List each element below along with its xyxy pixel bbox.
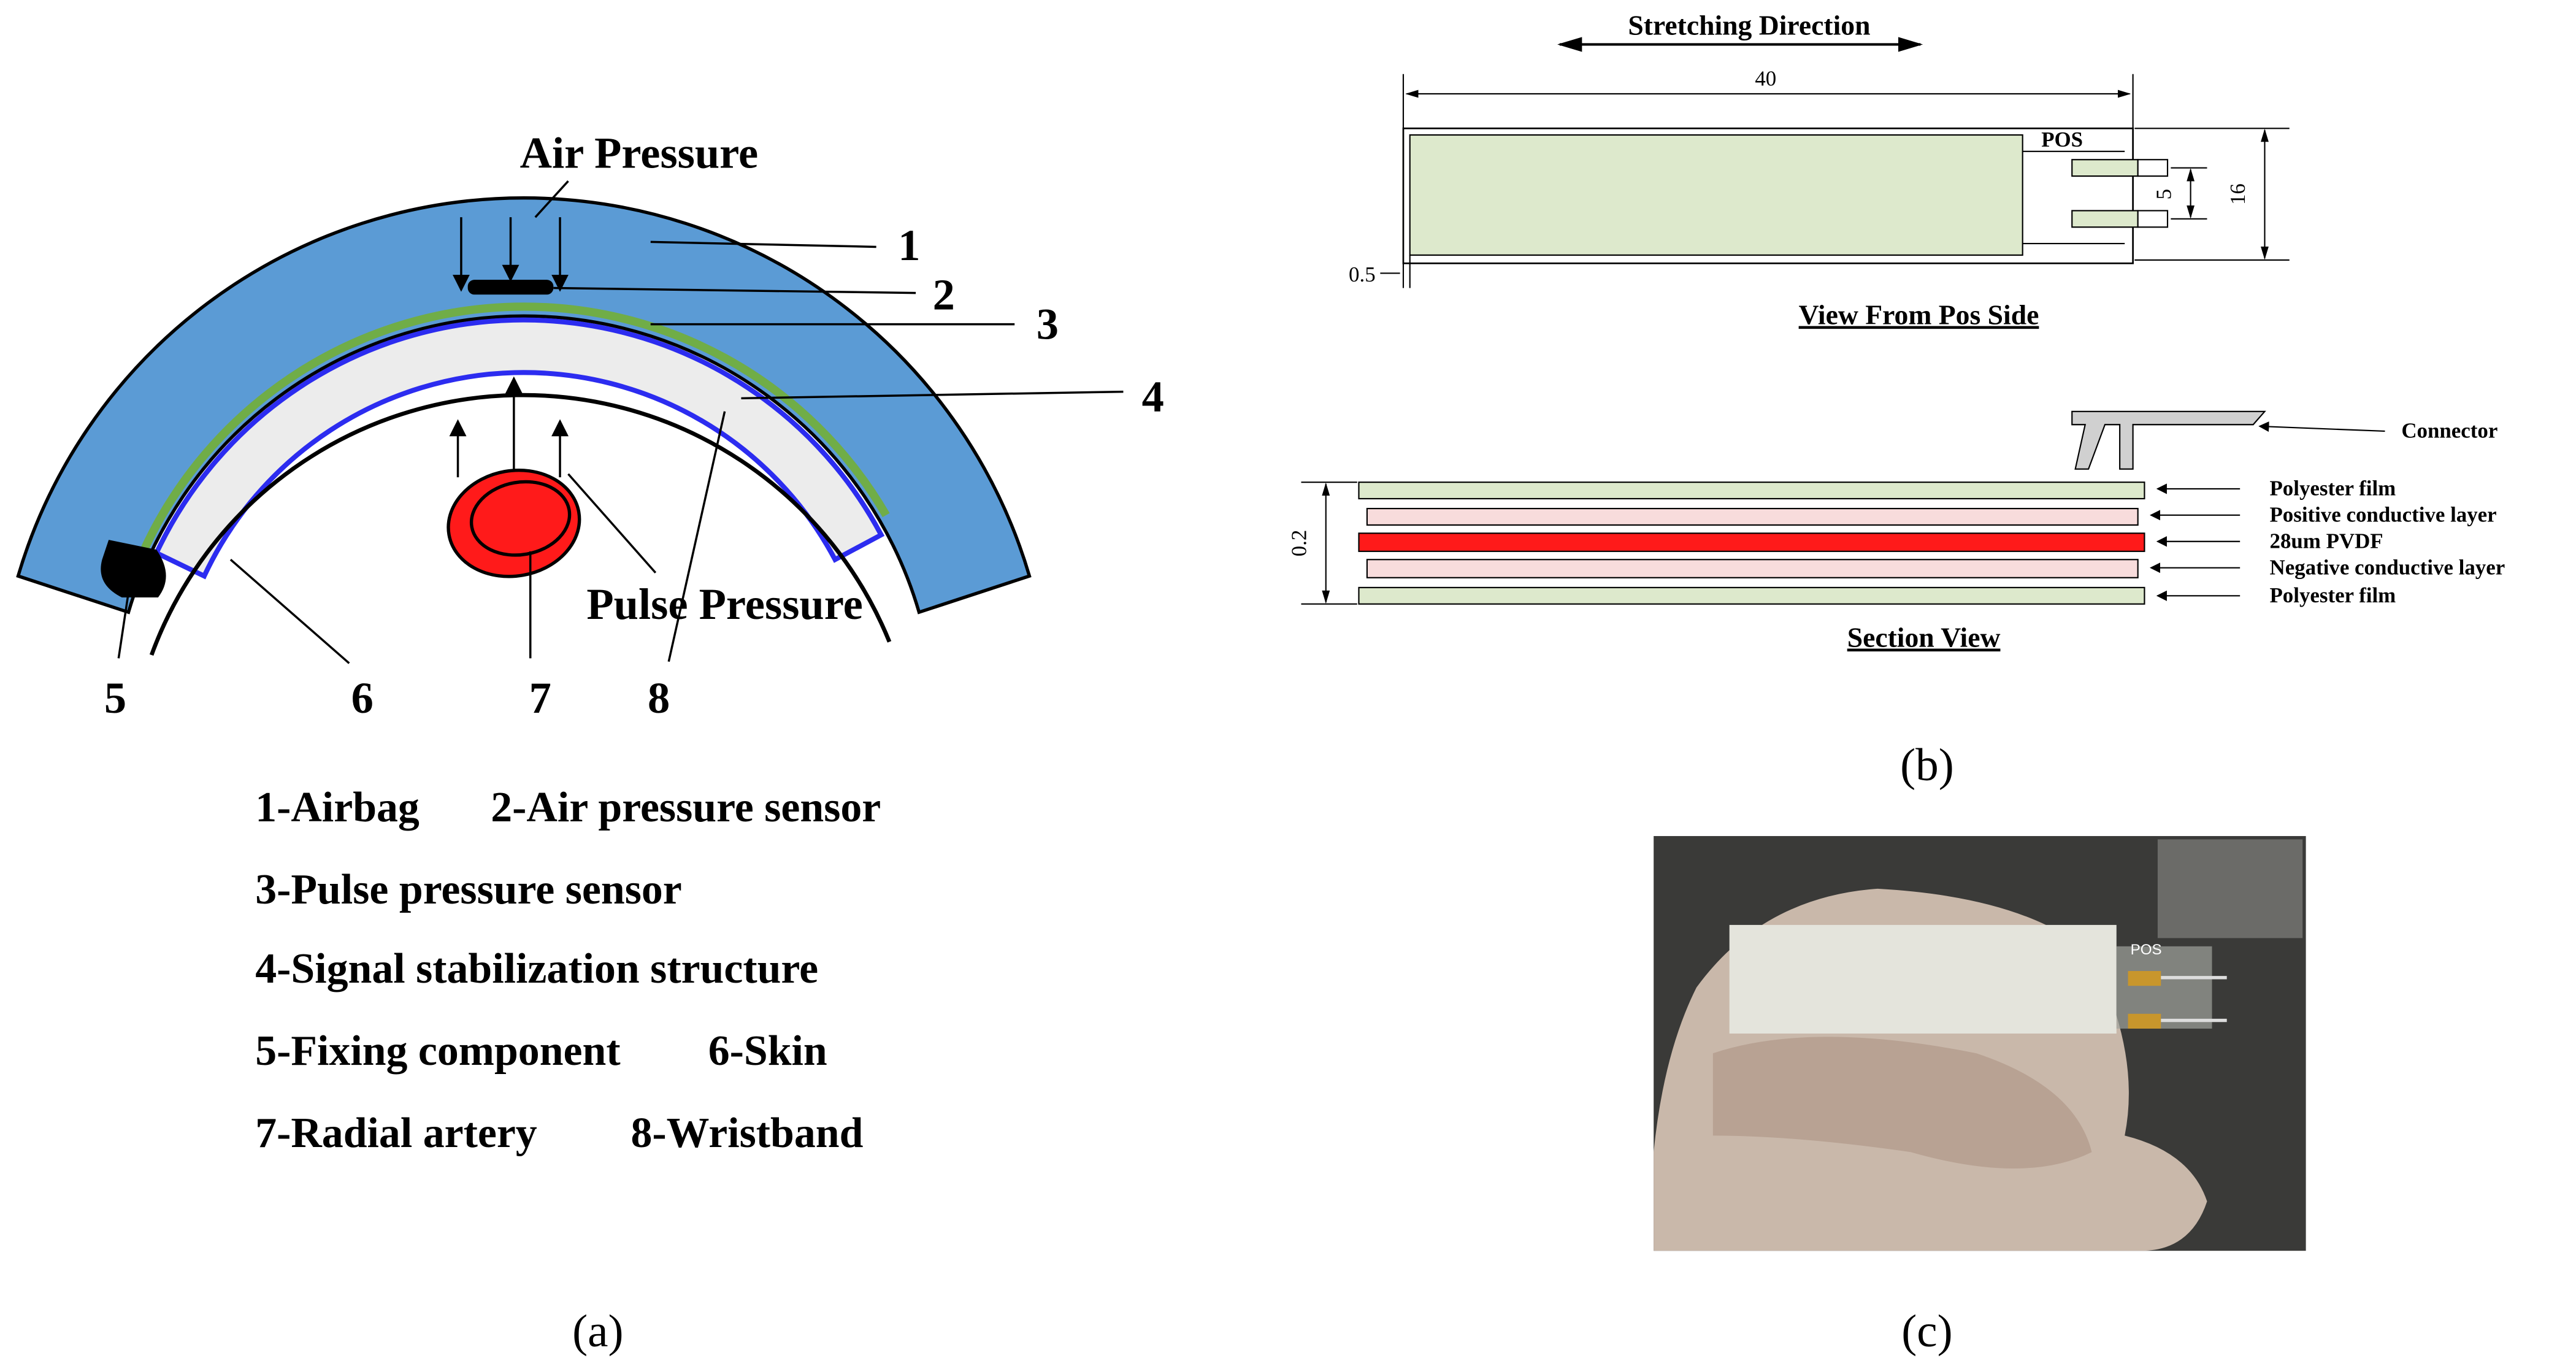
marker: 4 (1142, 372, 1164, 421)
marker: 3 (1037, 299, 1059, 349)
layer-label: Polyester film (2270, 583, 2396, 607)
view-title: View From Pos Side (1799, 299, 2039, 331)
leader (667, 411, 726, 662)
caption: (b) (1900, 740, 1954, 791)
layer-label: Polyester film (2270, 477, 2396, 501)
connector (2071, 410, 2266, 470)
leader (117, 592, 130, 659)
legend-item: 2-Air pressure sensor (491, 784, 881, 831)
layer (1366, 508, 2139, 526)
dimension: 0.5 (1349, 263, 1376, 286)
fixing-component (101, 540, 166, 597)
layer (1358, 532, 2145, 552)
legend-item: 1-Airbag (255, 784, 420, 831)
marker: 2 (933, 269, 955, 319)
leader (567, 473, 657, 574)
pin (2071, 210, 2139, 228)
dimension: 5 (2152, 189, 2175, 199)
caption: (a) (572, 1306, 623, 1357)
layer (1358, 586, 2145, 605)
marker: 1 (898, 220, 920, 270)
legend-item: 7-Radial artery (255, 1110, 537, 1157)
label: Connector (2401, 419, 2497, 443)
leader (741, 390, 1124, 400)
legend-item: 4-Signal stabilization structure (255, 945, 818, 992)
layer-label: 28um PVDF (2270, 529, 2383, 553)
legend-item: 3-Pulse pressure sensor (255, 866, 682, 913)
dimension: 40 (1755, 67, 1776, 91)
legend-item: 5-Fixing component (255, 1027, 620, 1075)
panel-c: POS (c) (1654, 836, 2306, 1357)
layer-label: Negative conductive layer (2270, 555, 2505, 579)
leader (2258, 421, 2385, 432)
label: POS (2041, 128, 2083, 152)
photo-pin (2128, 971, 2161, 986)
marker: 6 (351, 673, 374, 723)
stabilization-structure (153, 317, 885, 580)
sensor-film (1409, 134, 2023, 256)
marker: 5 (104, 673, 126, 723)
legend-item: 8-Wristband (631, 1110, 864, 1157)
leader (650, 240, 876, 248)
marker: 7 (529, 673, 551, 723)
caption: (c) (1901, 1306, 1952, 1357)
pulse-sensor (141, 302, 890, 550)
air-sensor (467, 280, 554, 295)
legend-item: 6-Skin (708, 1027, 827, 1075)
artery (447, 468, 581, 578)
airbag (16, 196, 1032, 615)
layer-label: Positive conductive layer (2270, 503, 2497, 527)
finger (1712, 1037, 2092, 1169)
panel-b: Stretching Direction 40 POS 5 16 0.5 Vie… (1287, 9, 2505, 790)
label: Air Pressure (520, 128, 759, 178)
view-title: Section View (1847, 621, 2001, 653)
label: Stretching Direction (1628, 9, 1870, 40)
photo-background (2157, 839, 2303, 938)
skin (149, 393, 892, 656)
layer (1358, 482, 2145, 500)
leader (553, 286, 916, 294)
photo-pin (2128, 1013, 2161, 1029)
dimension: 16 (2226, 183, 2250, 205)
pin (2137, 159, 2169, 177)
panel-a: Air Pressure Pulse Pressure 1 2 3 4 5 6 … (16, 128, 1164, 1357)
photo-sensor (1729, 924, 2117, 1034)
leader (534, 180, 569, 218)
marker: 8 (648, 673, 670, 723)
leader (229, 558, 350, 664)
dimension: 0.2 (1287, 530, 1311, 557)
label: Pulse Pressure (586, 579, 862, 629)
artery-inner (469, 480, 572, 557)
photo-label: POS (2131, 942, 2162, 958)
layer (1366, 559, 2139, 578)
pin (2137, 210, 2169, 228)
pin (2071, 159, 2139, 177)
